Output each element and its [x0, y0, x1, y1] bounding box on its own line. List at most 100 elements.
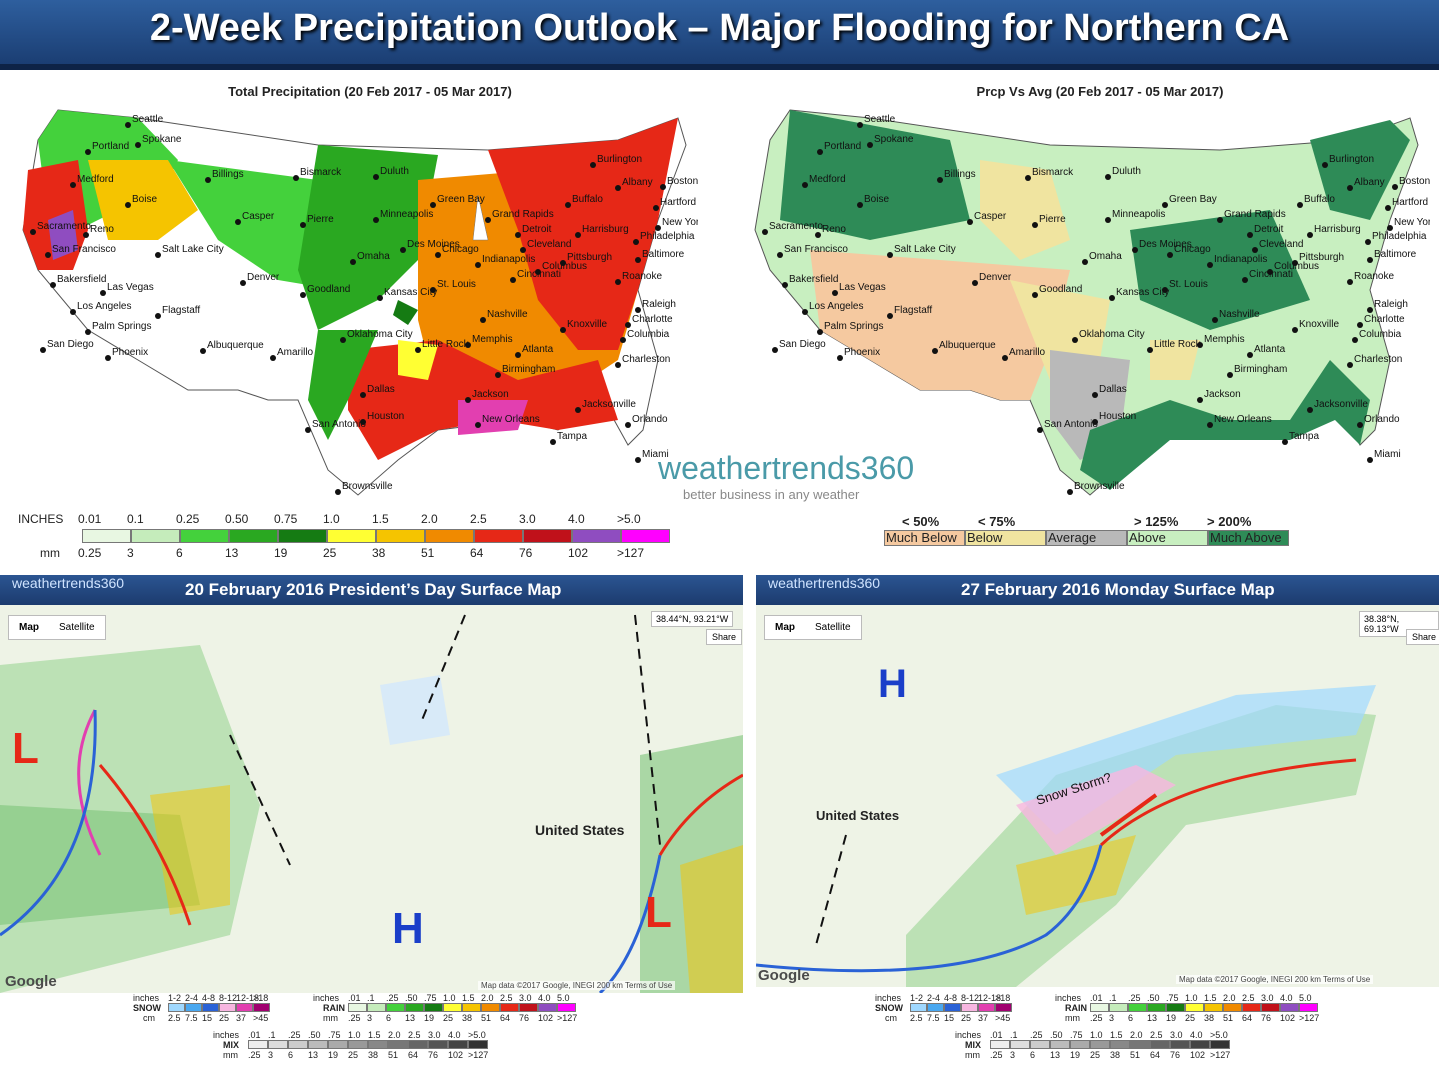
snow-inches-value: 2-4: [927, 993, 941, 1003]
rain-inches-value: 4.0: [1280, 993, 1293, 1003]
city-dot: [560, 327, 566, 333]
snow-swatch: [253, 1003, 270, 1012]
rain-swatch: [1242, 1003, 1261, 1012]
city-label: Grand Rapids: [1224, 209, 1286, 220]
city-label: Reno: [822, 224, 846, 235]
panel-left-header: weathertrends360 20 February 2016 Presid…: [0, 575, 743, 605]
city-label: Portland: [92, 141, 129, 152]
city-label: Pittsburgh: [567, 252, 612, 263]
city-dot: [1092, 392, 1098, 398]
rain-inches-value: .50: [405, 993, 418, 1003]
city-dot: [1352, 337, 1358, 343]
share-button-right[interactable]: Share: [1406, 629, 1439, 645]
city-dot: [1037, 427, 1043, 433]
city-label: Spokane: [874, 134, 914, 145]
city-label: Green Bay: [1169, 194, 1217, 205]
city-label: Billings: [212, 169, 244, 180]
mix-swatch: [1210, 1040, 1230, 1049]
satellite-button[interactable]: Satellite: [59, 622, 95, 633]
rain-mm-value: 3: [367, 1013, 373, 1023]
rain-swatch: [1204, 1003, 1223, 1012]
city-dot: [475, 262, 481, 268]
city-dot: [633, 239, 639, 245]
city-dot: [802, 182, 808, 188]
precip-legend-mm-value: 25: [323, 546, 337, 560]
city-label: Knoxville: [1299, 319, 1339, 330]
city-dot: [340, 337, 346, 343]
city-dot: [305, 427, 311, 433]
rain-inches-value: .01: [1090, 993, 1103, 1003]
snow-swatch: [978, 1003, 995, 1012]
rain-swatch: [500, 1003, 519, 1012]
satellite-button-right[interactable]: Satellite: [815, 622, 851, 633]
snow-label: SNOW: [133, 1003, 161, 1013]
rain-mm-value: 13: [405, 1013, 416, 1023]
city-label: Des Moines: [407, 239, 460, 250]
city-label: Roanoke: [622, 271, 662, 282]
vs-legend-label: Average: [1048, 530, 1097, 545]
city-dot: [817, 149, 823, 155]
city-label: Amarillo: [1009, 347, 1046, 358]
city-dot: [1357, 422, 1363, 428]
city-dot: [1347, 362, 1353, 368]
city-label: Roanoke: [1354, 271, 1394, 282]
mix-mm-value: 51: [388, 1050, 399, 1060]
city-dot: [135, 142, 141, 148]
precip-legend-inch-value: 2.0: [421, 512, 438, 526]
city-dot: [1207, 262, 1213, 268]
rain-swatch: [405, 1003, 424, 1012]
city-label: Las Vegas: [839, 282, 886, 293]
share-button[interactable]: Share: [706, 629, 743, 645]
surface-map-left[interactable]: weathertrends360 20 February 2016 Presid…: [0, 575, 743, 993]
city-label: Dallas: [367, 384, 395, 395]
map-attribution-right[interactable]: Map data ©2017 Google, INEGI 200 km Term…: [1176, 975, 1374, 984]
rain-mm-value: 76: [519, 1013, 530, 1023]
snow-swatch: [961, 1003, 978, 1012]
mix-mm-value: 102: [448, 1050, 464, 1060]
city-label: Hartford: [660, 197, 696, 208]
city-label: Birmingham: [502, 364, 555, 375]
map-attribution[interactable]: Map data ©2017 Google, INEGI 200 km Term…: [478, 981, 676, 990]
mix-swatch: [288, 1040, 308, 1049]
city-dot: [635, 457, 641, 463]
snow-cm-label: cm: [885, 1013, 897, 1023]
total-precip-title: Total Precipitation (20 Feb 2017 - 05 Ma…: [228, 84, 512, 99]
mix-mm-value: .25: [248, 1050, 261, 1060]
snow-swatch: [927, 1003, 944, 1012]
city-label: Miami: [1374, 449, 1401, 460]
rain-inches-value: .1: [1109, 993, 1117, 1003]
city-label: Columbus: [1274, 261, 1319, 272]
map-button-right[interactable]: Map: [775, 622, 795, 633]
map-button[interactable]: Map: [19, 622, 39, 633]
snow-inches-value: 2-4: [185, 993, 199, 1003]
rain-inches-value: .25: [1128, 993, 1141, 1003]
surface-map-left-canvas: L L H United States: [0, 614, 743, 993]
rain-mm-value: 76: [1261, 1013, 1272, 1023]
mix-swatch: [990, 1040, 1010, 1049]
city-label: New York: [662, 217, 698, 228]
snow-swatch: [236, 1003, 253, 1012]
mix-swatch: [248, 1040, 268, 1049]
mix-swatch: [308, 1040, 328, 1049]
snow-inches-value: 4-8: [202, 993, 216, 1003]
rain-swatch: [1185, 1003, 1204, 1012]
surface-map-right-canvas: H United States Snow Storm?: [756, 662, 1376, 987]
logo-text: weathertrends360: [658, 450, 915, 486]
city-dot: [85, 329, 91, 335]
city-dot: [1242, 277, 1248, 283]
city-label: Oklahoma City: [1079, 329, 1145, 340]
vs-legend-swatch: [965, 530, 1046, 546]
city-dot: [1217, 217, 1223, 223]
city-label: Columbia: [627, 329, 670, 340]
city-dot: [1147, 347, 1153, 353]
city-dot: [857, 122, 863, 128]
map-type-toggle[interactable]: Map Satellite: [8, 615, 106, 640]
map-type-toggle-right[interactable]: Map Satellite: [764, 615, 862, 640]
mix-mm-value: 3: [268, 1050, 274, 1060]
surface-map-right[interactable]: weathertrends360 27 February 2016 Monday…: [756, 575, 1439, 987]
city-dot: [1267, 269, 1273, 275]
city-dot: [1282, 439, 1288, 445]
rain-inches-value: 4.0: [538, 993, 551, 1003]
city-dot: [520, 247, 526, 253]
mix-swatch: [388, 1040, 408, 1049]
